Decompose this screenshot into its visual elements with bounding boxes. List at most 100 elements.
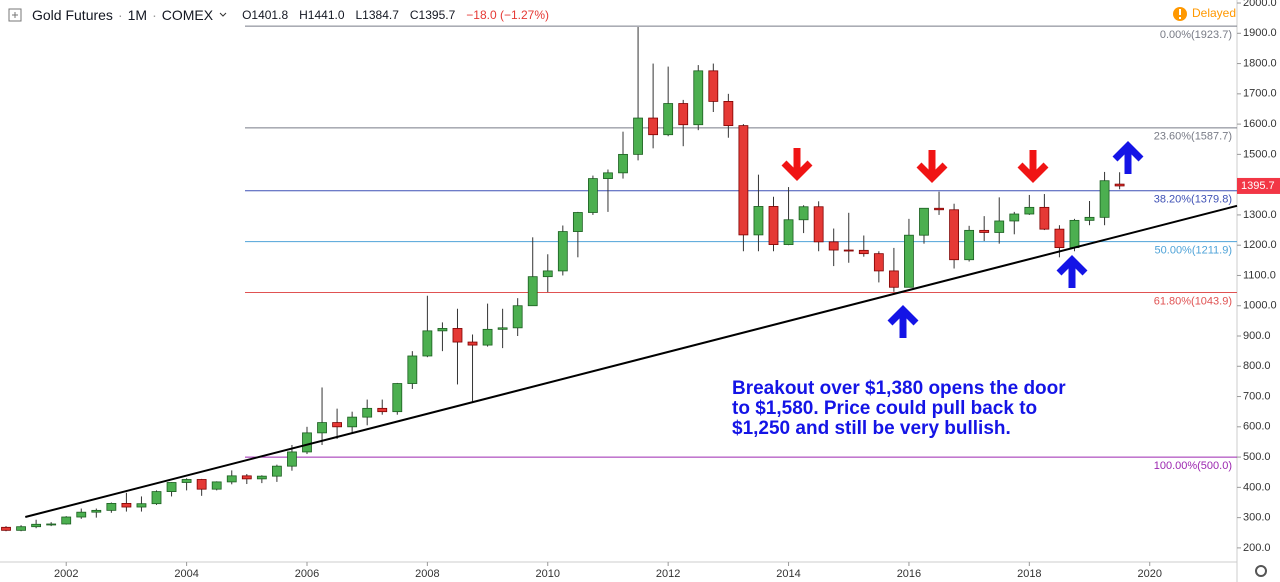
candle-body (61, 516, 72, 525)
y-tick-label: 500.0 (1243, 451, 1271, 463)
candle-body (211, 481, 222, 490)
candle-body (843, 249, 854, 252)
trendline (25, 204, 1238, 518)
interval[interactable]: 1M (127, 7, 148, 23)
candle-body (1, 526, 11, 531)
fib-label: 23.60%(1587.7) (1154, 131, 1232, 143)
ohlc-value: −18.0 (−1.27%) (466, 8, 549, 22)
candle-body (196, 479, 207, 490)
candle-body (873, 253, 884, 272)
candle-body (693, 70, 704, 126)
candle-body (557, 231, 568, 272)
candle-body (392, 383, 403, 413)
candle-body (377, 407, 388, 413)
candle-body (437, 328, 448, 332)
y-tick-label: 2000.0 (1243, 0, 1277, 9)
candle-body (136, 503, 147, 508)
candle-body (181, 479, 192, 483)
candle-body (603, 172, 613, 179)
candle-body (1024, 206, 1035, 215)
candle-body (16, 526, 26, 531)
y-tick-label: 1100.0 (1243, 269, 1276, 281)
y-tick-label: 800.0 (1243, 360, 1271, 372)
candle-body (904, 234, 914, 288)
candle-body (31, 523, 42, 528)
candle-body (76, 511, 87, 518)
arrow (1112, 141, 1144, 174)
y-tick-label: 1200.0 (1243, 239, 1277, 251)
chevron (219, 12, 227, 17)
y-tick-label: 1000.0 (1243, 300, 1277, 312)
annotation: Breakout over $1,380 opens the door (732, 378, 1066, 399)
candle-body (828, 241, 839, 251)
candle-body (332, 422, 342, 428)
y-tick-label: 300.0 (1243, 512, 1271, 524)
candle-body (1099, 180, 1110, 218)
x-tick-label: 2014 (776, 568, 800, 580)
x-tick-label: 2010 (536, 568, 560, 580)
ohlc: O1401.8 H1441.0 L1384.7 C1395.7 −18.0 (−1.27… (242, 8, 554, 22)
candle-body (302, 432, 312, 453)
dropdown[interactable] (218, 10, 228, 20)
arrow (1017, 150, 1049, 183)
candle-body (1039, 206, 1050, 230)
x-tick-label: 2002 (54, 568, 78, 580)
arrow (887, 305, 919, 338)
candle-body (482, 328, 493, 346)
icon (12, 12, 18, 18)
candle-body (858, 249, 869, 255)
symbol-icon[interactable] (8, 8, 22, 22)
candle-body (949, 209, 959, 261)
candle-body (768, 206, 779, 245)
y-tick-label: 900.0 (1243, 330, 1271, 342)
annotation: $1,250 and still be very bullish. (732, 418, 1011, 439)
last-price-label: 1395.7 (1241, 180, 1275, 192)
gear-icon[interactable] (1255, 565, 1267, 577)
candle-body (287, 451, 297, 467)
arrow (916, 150, 948, 183)
fib-label: 100.00%(500.0) (1154, 460, 1232, 472)
x-tick-label: 2012 (656, 568, 680, 580)
x-tick-label: 2020 (1137, 568, 1161, 580)
y-tick-label: 600.0 (1243, 421, 1271, 433)
candle-body (121, 502, 132, 508)
annotation: to $1,580. Price could pull back to (732, 398, 1037, 419)
candle-body (723, 101, 734, 127)
y-tick-label: 400.0 (1243, 481, 1271, 493)
symbol[interactable]: Gold Futures (32, 7, 113, 23)
candle-body (588, 178, 598, 213)
y-tick-label: 700.0 (1243, 390, 1271, 402)
candle-body (151, 491, 162, 505)
status: Delayed (1192, 6, 1236, 20)
candle-body (467, 341, 478, 346)
candle-body (964, 229, 975, 261)
x-tick-label: 2018 (1017, 568, 1041, 580)
separator: · (152, 7, 157, 23)
candle-body (738, 125, 749, 236)
candle-body (798, 206, 809, 221)
x-tick-label: 2006 (295, 568, 319, 580)
candle-body (317, 422, 327, 434)
y-tick-label: 1500.0 (1243, 148, 1277, 160)
fib-label: 61.80%(1043.9) (1154, 295, 1232, 307)
ohlc-value: C1395.7 (409, 8, 456, 22)
fib-label: 0.00%(1923.7) (1160, 29, 1232, 41)
candle-body (452, 328, 463, 343)
candle-body (753, 206, 764, 236)
candle-body (527, 276, 538, 307)
candle-body (979, 229, 990, 233)
candle-body (1069, 219, 1080, 249)
status-icon (1179, 9, 1181, 15)
y-tick-label: 1700.0 (1243, 88, 1277, 100)
arrow (781, 148, 813, 181)
settings[interactable] (1255, 565, 1267, 577)
exchange[interactable]: COMEX (161, 7, 214, 23)
candle-body (542, 270, 553, 278)
x-tick-label: 2004 (174, 568, 198, 580)
candle-body (1009, 213, 1020, 222)
candle-body (708, 70, 719, 102)
candle-body (407, 355, 418, 384)
y-tick-label: 1300.0 (1243, 209, 1277, 221)
